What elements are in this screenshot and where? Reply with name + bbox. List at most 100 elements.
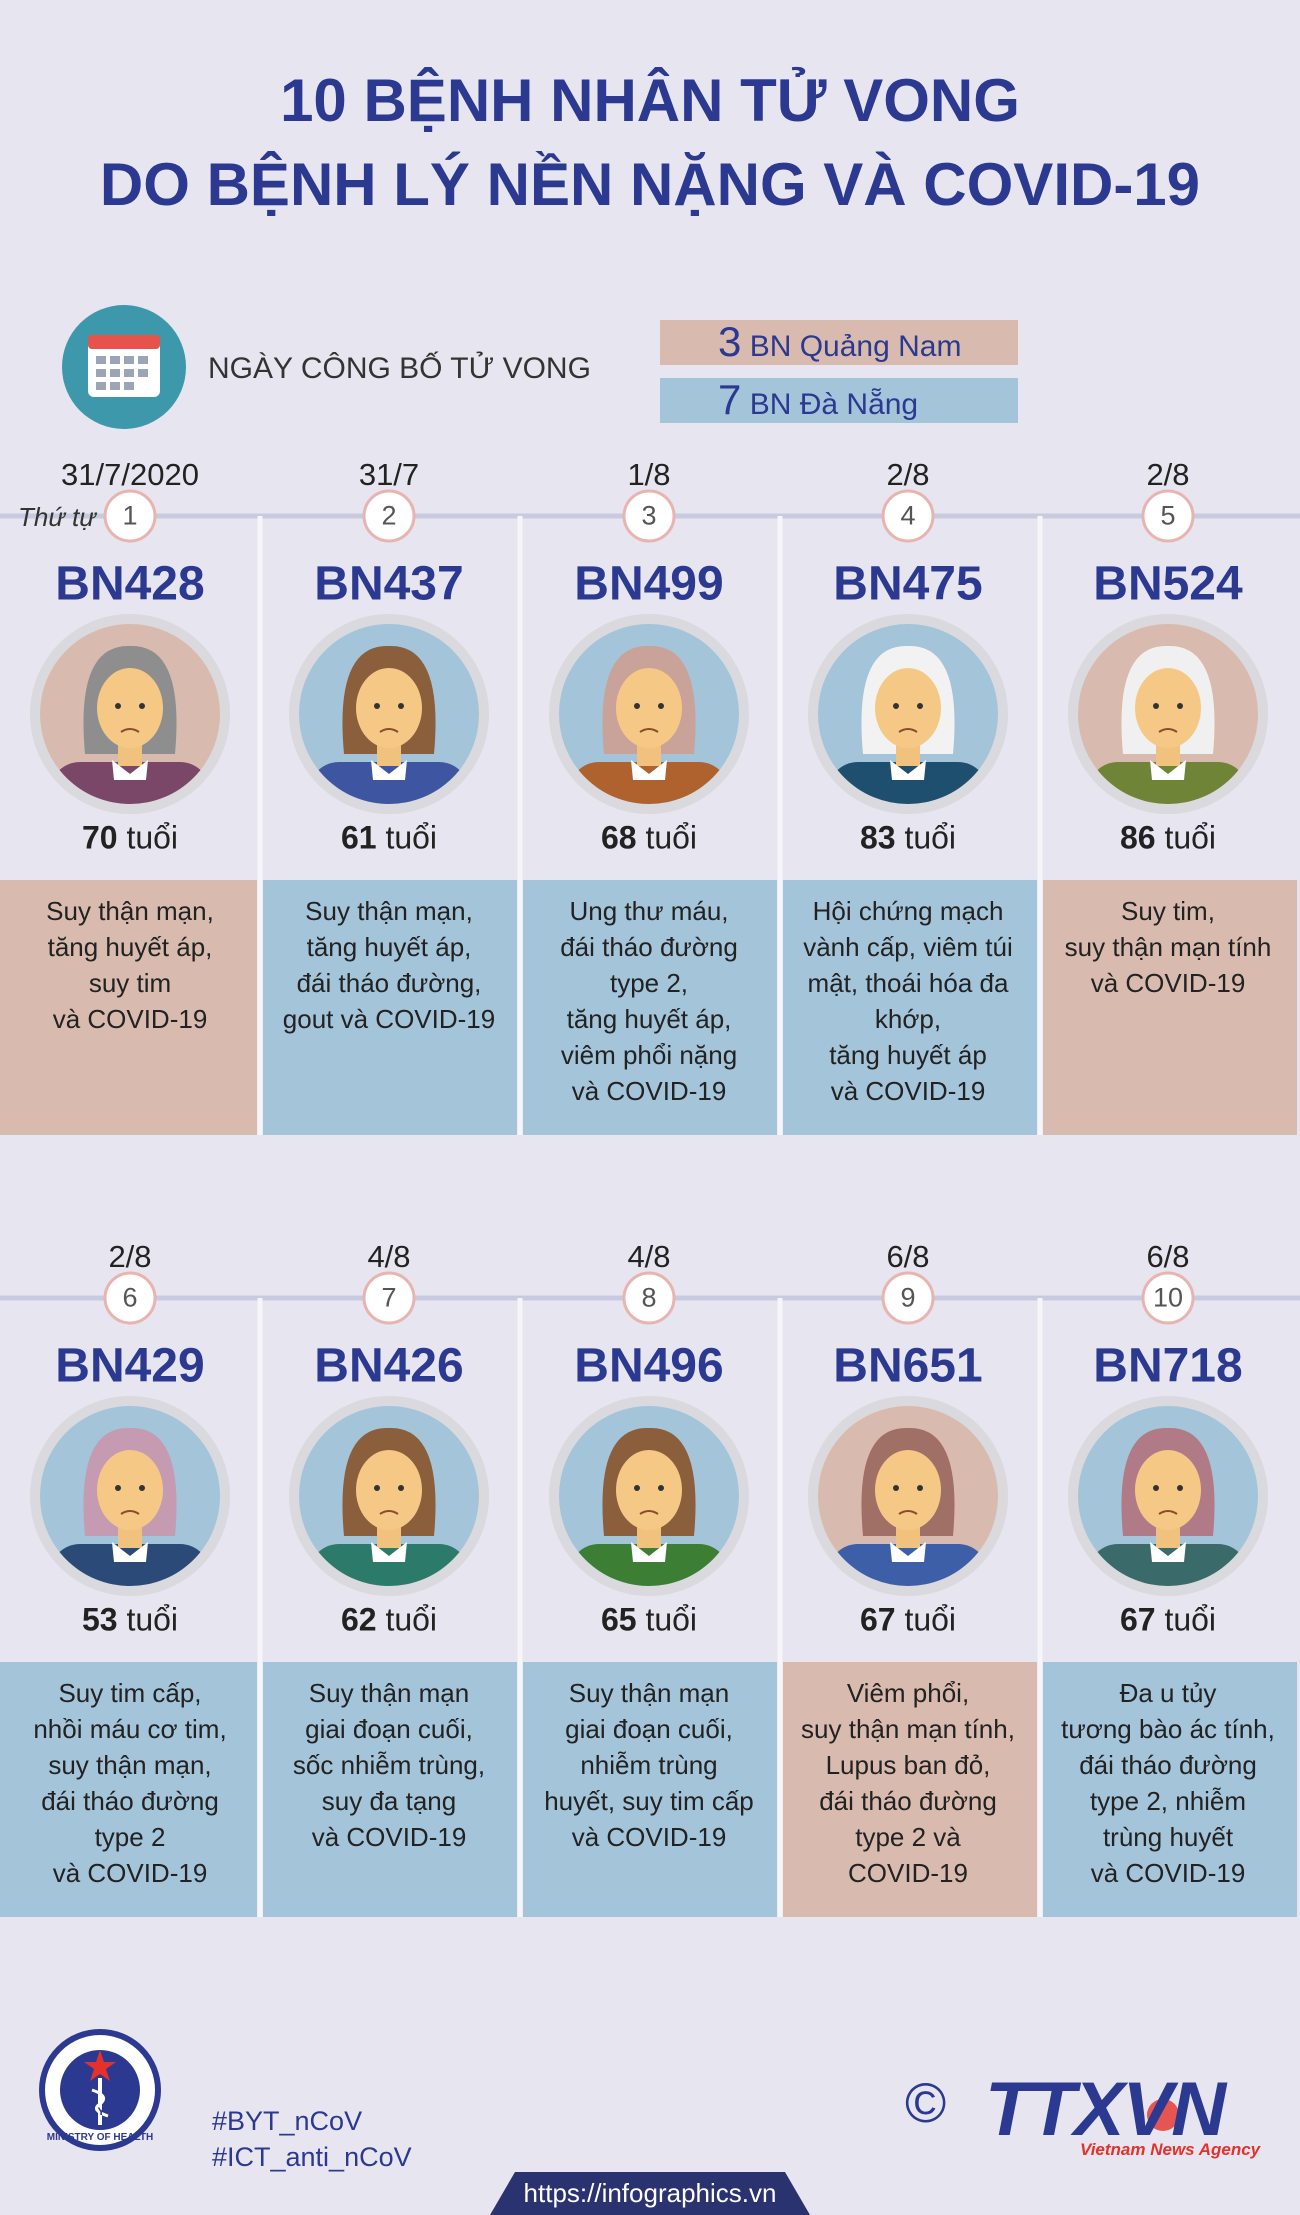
copyright: © [905, 2071, 947, 2134]
condition-box [523, 880, 777, 1135]
order-badge [881, 489, 935, 543]
avatar-eye [1153, 1485, 1159, 1491]
avatar-shirt [50, 1544, 210, 1586]
avatar-mouth [898, 1510, 918, 1515]
condition-box [783, 880, 1037, 1135]
order-number: 2 [381, 500, 397, 531]
age-unit: tuổi [904, 1601, 957, 1638]
age: 67 tuổi [1038, 1602, 1298, 1639]
order-number: 1 [122, 500, 138, 531]
calendar-top [88, 335, 160, 349]
date: 2/8 [1146, 457, 1190, 492]
order-number: 4 [900, 500, 916, 531]
age-unit: tuổi [1164, 819, 1217, 856]
order-badge [103, 489, 157, 543]
order-label: Thứ tự [18, 502, 96, 532]
legend-count: 7 [718, 376, 742, 423]
avatar-eye [917, 1485, 923, 1491]
condition-box [0, 880, 257, 1135]
legend-count: 3 [718, 318, 742, 365]
age-value: 83 [859, 819, 896, 856]
avatar-eye [1153, 703, 1159, 709]
avatar [1088, 645, 1248, 804]
calendar-icon [88, 335, 160, 397]
ministry-name-en: MINISTRY OF HEALTH [46, 2132, 154, 2143]
hashtag: #BYT_nCoV [212, 2106, 363, 2136]
avatar-collar [890, 1542, 926, 1562]
avatar-collar [890, 760, 926, 780]
avatar-mouth [1158, 728, 1178, 733]
avatar-collar [112, 760, 148, 780]
date: 4/8 [627, 1239, 671, 1274]
date: 31/7 [358, 457, 420, 492]
age: 67 tuổi [778, 1602, 1038, 1639]
avatar-eye [917, 703, 923, 709]
patient-code: BN718 [1093, 1339, 1243, 1393]
legend-label: BN Quảng Nam [749, 330, 962, 363]
avatar [1088, 1427, 1248, 1586]
legend-label: BN Đà Nẵng [749, 388, 919, 421]
age: 61 tuổi [259, 820, 519, 857]
avatar-eye [398, 703, 404, 709]
ministry-name: BỘ Y TẾ [78, 2106, 122, 2118]
age-unit: tuổi [126, 819, 179, 856]
avatar-collar [631, 760, 667, 780]
age-unit: tuổi [645, 1601, 698, 1638]
condition-box [783, 1662, 1037, 1917]
legend-swatch [660, 320, 1018, 365]
order-badge [881, 1271, 935, 1325]
avatar [828, 1427, 988, 1586]
avatar [50, 1427, 210, 1586]
conditions: Suy tim cấp, nhồi máu cơ tim, suy thận m… [33, 1678, 227, 1888]
order-badge [362, 489, 416, 543]
avatar-shirt [828, 762, 988, 804]
avatar-eye [893, 703, 899, 709]
url: https://infographics.vn [523, 2178, 777, 2208]
avatar-shirt [1088, 762, 1248, 804]
conditions: Viêm phổi, suy thận mạn tính, Lupus ban … [801, 1678, 1015, 1888]
avatar-eye [139, 703, 145, 709]
avatar-eye [374, 1485, 380, 1491]
age-value: 61 [340, 819, 377, 856]
age: 62 tuổi [259, 1602, 519, 1639]
legend-item: 7 BN Đà Nẵng [718, 376, 918, 424]
avatar-eye [139, 1485, 145, 1491]
avatar [569, 645, 729, 804]
avatar-shirt [569, 762, 729, 804]
avatar-mouth [898, 728, 918, 733]
url-bar [490, 2172, 810, 2215]
order-number: 7 [381, 1282, 397, 1313]
conditions: Suy thận mạn giai đoạn cuối, sốc nhiễm t… [292, 1678, 486, 1852]
date: 2/8 [108, 1239, 152, 1274]
order-badge [622, 1271, 676, 1325]
order-number: 10 [1152, 1282, 1184, 1313]
date: 4/8 [367, 1239, 411, 1274]
avatar [569, 1427, 729, 1586]
avatar-shirt [828, 1544, 988, 1586]
date: 1/8 [627, 457, 671, 492]
order-number: 6 [122, 1282, 138, 1313]
agency-name: Vietnam News Agency [1080, 2140, 1261, 2159]
avatar-eye [115, 1485, 121, 1491]
avatar-mouth [120, 728, 140, 733]
patient-code: BN428 [55, 557, 205, 611]
avatar-shirt [1088, 1544, 1248, 1586]
conditions: Suy thận mạn, tăng huyết áp, suy tim và … [46, 896, 214, 1034]
age-value: 53 [81, 1601, 118, 1638]
avatar-eye [893, 1485, 899, 1491]
conditions: Suy thận mạn giai đoạn cuối, nhiễm trùng… [544, 1678, 754, 1852]
condition-box [523, 1662, 777, 1917]
date: 31/7/2020 [61, 457, 199, 492]
legend-item: 3 BN Quảng Nam [718, 318, 961, 366]
age-value: 67 [1119, 1601, 1156, 1638]
age-value: 65 [600, 1601, 637, 1638]
conditions: Suy thận mạn, tăng huyết áp, đái tháo đư… [282, 896, 496, 1034]
title: DO BỆNH LÝ NỀN NẶNG VÀ COVID-19 [99, 151, 1201, 218]
avatar-face [875, 1450, 941, 1530]
order-badge [362, 1271, 416, 1325]
patient-code: BN496 [574, 1339, 724, 1393]
avatar-face [356, 1450, 422, 1530]
age-value: 70 [81, 819, 118, 856]
age-unit: tuổi [1164, 1601, 1217, 1638]
